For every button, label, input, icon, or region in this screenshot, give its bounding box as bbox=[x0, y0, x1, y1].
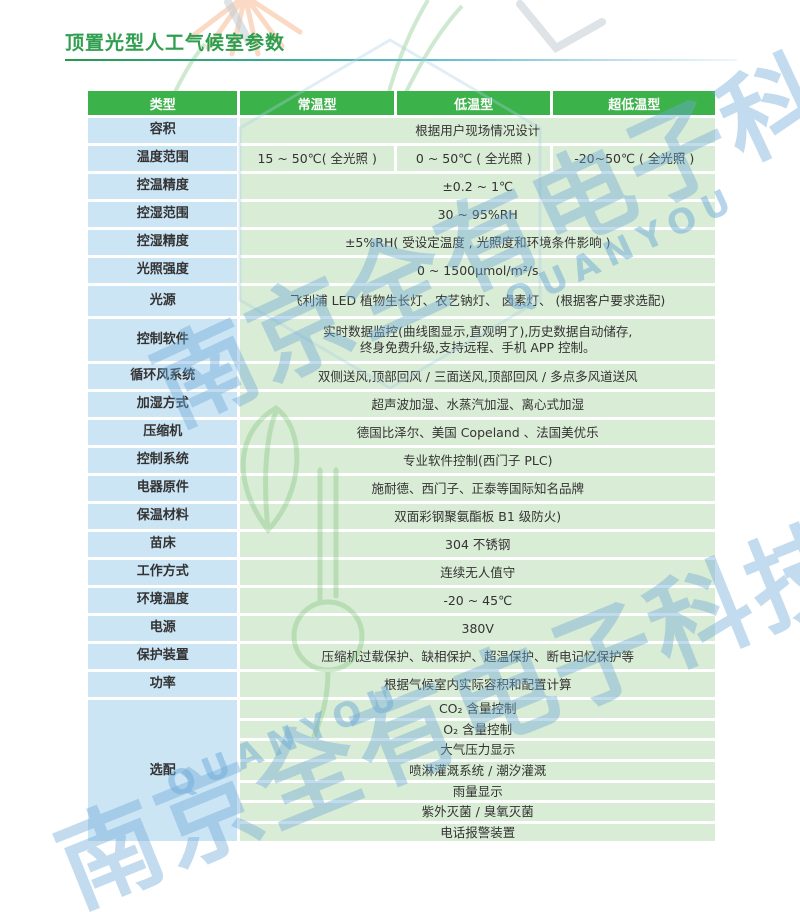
table-row-power-supply: 电源 380V bbox=[88, 616, 715, 641]
row-value: CO₂ 含量控制 bbox=[240, 700, 715, 718]
title-underline bbox=[65, 59, 737, 61]
row-label: 控制系统 bbox=[88, 448, 238, 473]
col-header-type: 类型 bbox=[88, 91, 238, 115]
row-value: 飞利浦 LED 植物生长灯、农艺钠灯、 卤素灯、 (根据客户要求选配) bbox=[240, 286, 715, 316]
table-row-insulation-material: 保温材料 双面彩钢聚氨酯板 B1 级防火) bbox=[88, 504, 715, 529]
table-row-working-mode: 工作方式 连续无人值守 bbox=[88, 560, 715, 585]
col-header-ultra-low-temp: 超低温型 bbox=[553, 91, 715, 115]
row-value: -20 ~ 45℃ bbox=[240, 588, 715, 613]
table-row-seedbed: 苗床 304 不锈钢 bbox=[88, 532, 715, 557]
row-value: 连续无人值守 bbox=[240, 560, 715, 585]
row-label: 工作方式 bbox=[88, 560, 238, 585]
row-value: ±5%RH( 受设定温度 , 光照度和环境条件影响 ) bbox=[240, 230, 715, 255]
row-label: 容积 bbox=[88, 118, 238, 143]
table-row-light-intensity: 光照强度 0 ~ 1500μmol/m²/s bbox=[88, 258, 715, 283]
table-row-temp-accuracy: 控温精度 ±0.2 ~ 1℃ bbox=[88, 174, 715, 199]
row-label: 苗床 bbox=[88, 532, 238, 557]
row-label: 加湿方式 bbox=[88, 392, 238, 417]
row-label: 保护装置 bbox=[88, 644, 238, 669]
row-value: ±0.2 ~ 1℃ bbox=[240, 174, 715, 199]
row-value: 雨量显示 bbox=[240, 782, 715, 801]
table-row-option-co2: 选配 CO₂ 含量控制 bbox=[88, 700, 715, 842]
row-value: 30 ~ 95%RH bbox=[240, 202, 715, 227]
row-label: 电器原件 bbox=[88, 476, 238, 501]
table-row-option-rainfall: 雨量显示 bbox=[88, 782, 715, 801]
row-value: 大气压力显示 bbox=[240, 741, 715, 759]
col-header-normal-temp: 常温型 bbox=[240, 91, 394, 115]
table-row-option-pressure: 大气压力显示 bbox=[88, 741, 715, 759]
row-value: 施耐德、西门子、正泰等国际知名品牌 bbox=[240, 476, 715, 501]
row-label: 电源 bbox=[88, 616, 238, 641]
row-label: 控制软件 bbox=[88, 319, 238, 361]
table-row-option-phone-alarm: 电话报警装置 bbox=[88, 823, 715, 842]
table-row-option-o2: O₂ 含量控制 bbox=[88, 720, 715, 739]
row-label: 功率 bbox=[88, 672, 238, 697]
row-label: 光照强度 bbox=[88, 258, 238, 283]
row-value: O₂ 含量控制 bbox=[240, 720, 715, 739]
row-label: 控湿范围 bbox=[88, 202, 238, 227]
table-row-option-irrigation: 喷淋灌溉系统 / 潮汐灌溉 bbox=[88, 761, 715, 780]
table-row-air-circulation: 循环风系统 双侧送风,顶部回风 / 三面送风,顶部回风 / 多点多风道送风 bbox=[88, 364, 715, 389]
row-value: 压缩机过载保护、缺相保护、超温保护、断电记忆保护等 bbox=[240, 644, 715, 669]
row-value-normal: 15 ~ 50℃( 全光照 ) bbox=[240, 146, 394, 171]
row-value: 超声波加湿、水蒸汽加湿、离心式加湿 bbox=[240, 392, 715, 417]
table-row-control-system: 控制系统 专业软件控制(西门子 PLC) bbox=[88, 448, 715, 473]
row-value: 专业软件控制(西门子 PLC) bbox=[240, 448, 715, 473]
row-value: 双侧送风,顶部回风 / 三面送风,顶部回风 / 多点多风道送风 bbox=[240, 364, 715, 389]
table-row-light-source: 光源 飞利浦 LED 植物生长灯、农艺钠灯、 卤素灯、 (根据客户要求选配) bbox=[88, 286, 715, 316]
col-header-low-temp: 低温型 bbox=[396, 91, 551, 115]
row-value: 实时数据监控(曲线图显示,直观明了),历史数据自动储存, 终身免费升级,支持远程… bbox=[240, 319, 715, 361]
row-value: 根据气候室内实际容积和配置计算 bbox=[240, 672, 715, 697]
row-value: 电话报警装置 bbox=[240, 823, 715, 842]
row-value-ultra-low: -20~50℃ ( 全光照 ) bbox=[553, 146, 715, 171]
row-label: 保温材料 bbox=[88, 504, 238, 529]
row-label: 控湿精度 bbox=[88, 230, 238, 255]
table-row-ambient-temp: 环境温度 -20 ~ 45℃ bbox=[88, 588, 715, 613]
row-value: 380V bbox=[240, 616, 715, 641]
row-label: 光源 bbox=[88, 286, 238, 316]
spec-table: 类型 常温型 低温型 超低温型 容积 根据用户现场情况设计 温度范围 15 ~ … bbox=[85, 88, 718, 844]
table-row-option-sterilization: 紫外灭菌 / 臭氧灭菌 bbox=[88, 803, 715, 821]
page-title: 顶置光型人工气候室参数 bbox=[65, 32, 286, 54]
row-label: 循环风系统 bbox=[88, 364, 238, 389]
row-value: 304 不锈钢 bbox=[240, 532, 715, 557]
table-row-compressor: 压缩机 德国比泽尔、美国 Copeland 、法国美优乐 bbox=[88, 420, 715, 445]
row-label: 控温精度 bbox=[88, 174, 238, 199]
table-row-electrical-components: 电器原件 施耐德、西门子、正泰等国际知名品牌 bbox=[88, 476, 715, 501]
row-value: 紫外灭菌 / 臭氧灭菌 bbox=[240, 803, 715, 821]
row-value: 0 ~ 1500μmol/m²/s bbox=[240, 258, 715, 283]
table-row-humidify-method: 加湿方式 超声波加湿、水蒸汽加湿、离心式加湿 bbox=[88, 392, 715, 417]
table-row-control-software: 控制软件 实时数据监控(曲线图显示,直观明了),历史数据自动储存, 终身免费升级… bbox=[88, 319, 715, 361]
row-value: 双面彩钢聚氨酯板 B1 级防火) bbox=[240, 504, 715, 529]
row-value: 德国比泽尔、美国 Copeland 、法国美优乐 bbox=[240, 420, 715, 445]
row-label: 环境温度 bbox=[88, 588, 238, 613]
row-label: 压缩机 bbox=[88, 420, 238, 445]
table-row-humidity-range: 控湿范围 30 ~ 95%RH bbox=[88, 202, 715, 227]
table-row-volume: 容积 根据用户现场情况设计 bbox=[88, 118, 715, 143]
table-row-power: 功率 根据气候室内实际容积和配置计算 bbox=[88, 672, 715, 697]
option-label: 选配 bbox=[88, 700, 238, 842]
table-row-humidity-accuracy: 控湿精度 ±5%RH( 受设定温度 , 光照度和环境条件影响 ) bbox=[88, 230, 715, 255]
row-value: 根据用户现场情况设计 bbox=[240, 118, 715, 143]
row-value: 喷淋灌溉系统 / 潮汐灌溉 bbox=[240, 761, 715, 780]
row-value-low: 0 ~ 50℃ ( 全光照 ) bbox=[396, 146, 551, 171]
table-header-row: 类型 常温型 低温型 超低温型 bbox=[88, 91, 715, 115]
table-row-temp-range: 温度范围 15 ~ 50℃( 全光照 ) 0 ~ 50℃ ( 全光照 ) -20… bbox=[88, 146, 715, 171]
row-label: 温度范围 bbox=[88, 146, 238, 171]
table-row-protection-devices: 保护装置 压缩机过载保护、缺相保护、超温保护、断电记忆保护等 bbox=[88, 644, 715, 669]
